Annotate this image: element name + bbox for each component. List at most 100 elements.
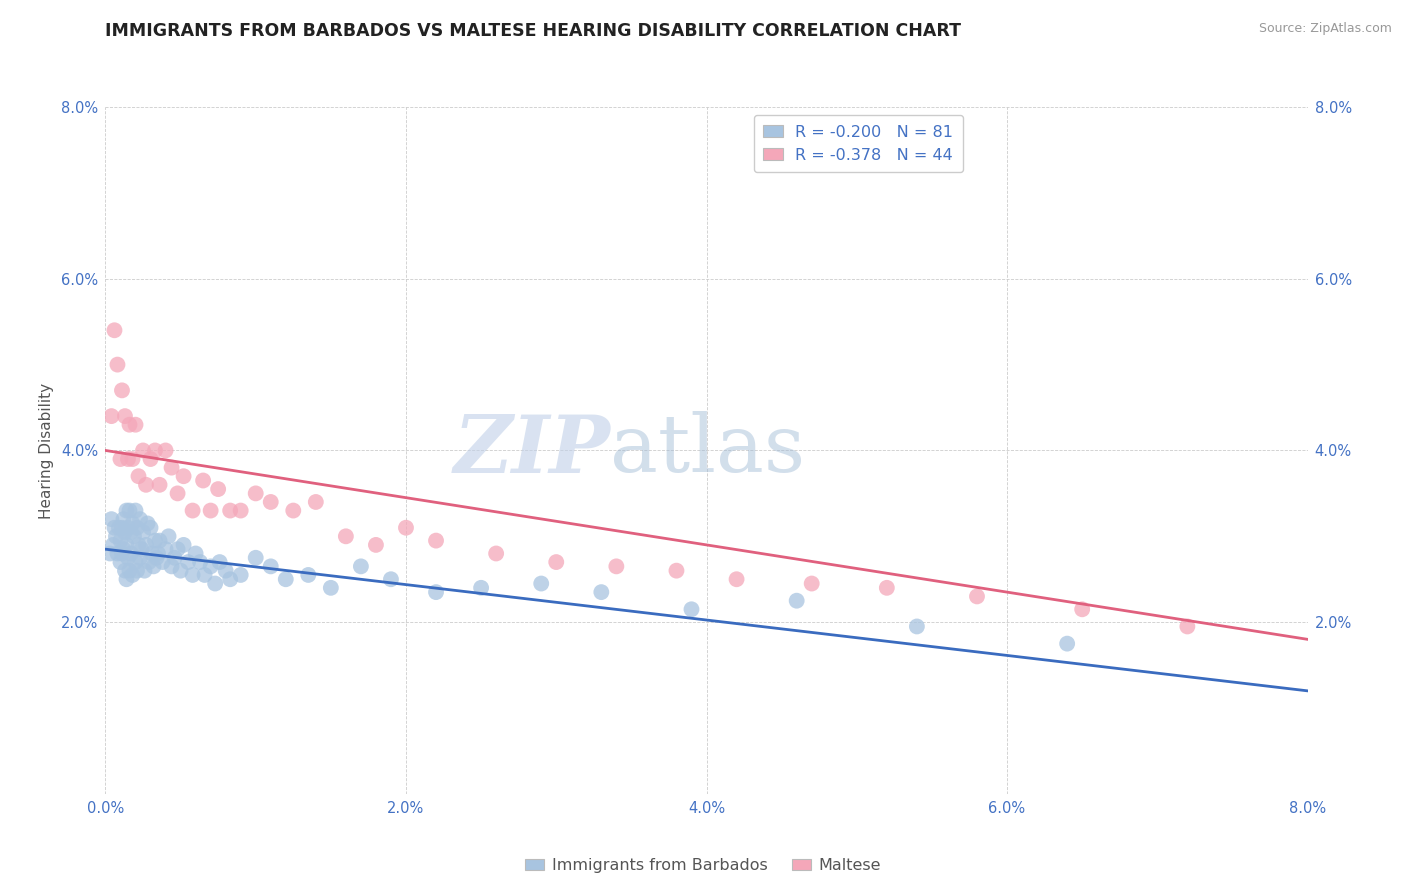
Text: Source: ZipAtlas.com: Source: ZipAtlas.com	[1258, 22, 1392, 36]
Point	[103, 323, 125, 337]
Point	[229, 503, 252, 517]
Point	[111, 384, 134, 398]
Point	[139, 452, 162, 467]
Point	[160, 559, 183, 574]
Point	[470, 581, 492, 595]
Point	[104, 529, 127, 543]
Point	[181, 568, 204, 582]
Point	[305, 495, 328, 509]
Point	[118, 503, 141, 517]
Point	[120, 546, 142, 561]
Point	[800, 576, 823, 591]
Point	[121, 452, 143, 467]
Point	[335, 529, 357, 543]
Point	[98, 546, 121, 561]
Point	[297, 568, 319, 582]
Point	[118, 564, 141, 578]
Point	[219, 503, 242, 517]
Point	[665, 564, 688, 578]
Point	[141, 546, 163, 561]
Point	[245, 550, 267, 565]
Point	[229, 568, 252, 582]
Point	[380, 572, 402, 586]
Point	[1056, 637, 1078, 651]
Point	[100, 512, 122, 526]
Point	[194, 568, 217, 582]
Point	[135, 538, 157, 552]
Point	[121, 516, 143, 531]
Point	[1071, 602, 1094, 616]
Point	[124, 417, 146, 432]
Point	[148, 478, 170, 492]
Point	[131, 542, 153, 557]
Point	[184, 546, 207, 561]
Point	[125, 521, 148, 535]
Point	[121, 568, 143, 582]
Point	[107, 358, 129, 372]
Point	[163, 550, 186, 565]
Point	[115, 572, 138, 586]
Point	[173, 469, 195, 483]
Point	[166, 486, 188, 500]
Point	[208, 555, 231, 569]
Point	[1175, 619, 1198, 633]
Point	[605, 559, 627, 574]
Point	[591, 585, 613, 599]
Point	[110, 533, 132, 548]
Point	[155, 542, 177, 557]
Point	[110, 555, 132, 569]
Point	[204, 576, 226, 591]
Point	[115, 503, 138, 517]
Point	[905, 619, 928, 633]
Point	[364, 538, 387, 552]
Point	[160, 460, 183, 475]
Point	[786, 593, 808, 607]
Point	[132, 524, 155, 539]
Point	[132, 443, 155, 458]
Point	[219, 572, 242, 586]
Point	[485, 546, 508, 561]
Point	[129, 512, 152, 526]
Point	[173, 538, 195, 552]
Point	[122, 529, 145, 543]
Point	[152, 555, 174, 569]
Point	[546, 555, 568, 569]
Point	[725, 572, 748, 586]
Point	[681, 602, 703, 616]
Point	[107, 546, 129, 561]
Point	[134, 564, 156, 578]
Point	[117, 550, 139, 565]
Point	[143, 533, 166, 548]
Point	[124, 555, 146, 569]
Point	[157, 529, 180, 543]
Point	[191, 474, 214, 488]
Point	[103, 521, 125, 535]
Point	[100, 409, 122, 424]
Legend: Immigrants from Barbados, Maltese: Immigrants from Barbados, Maltese	[519, 852, 887, 880]
Point	[207, 482, 229, 496]
Point	[112, 542, 135, 557]
Point	[395, 521, 418, 535]
Point	[118, 417, 141, 432]
Point	[148, 533, 170, 548]
Point	[120, 524, 142, 539]
Legend: R = -0.200   N = 81, R = -0.378   N = 44: R = -0.200 N = 81, R = -0.378 N = 44	[754, 115, 963, 172]
Point	[139, 521, 162, 535]
Point	[114, 524, 136, 539]
Point	[200, 503, 222, 517]
Point	[283, 503, 305, 517]
Point	[177, 555, 200, 569]
Point	[111, 521, 134, 535]
Point	[111, 546, 134, 561]
Y-axis label: Hearing Disability: Hearing Disability	[39, 383, 55, 518]
Point	[125, 564, 148, 578]
Point	[145, 550, 167, 565]
Point	[245, 486, 267, 500]
Text: atlas: atlas	[610, 411, 806, 490]
Point	[200, 559, 222, 574]
Point	[114, 564, 136, 578]
Point	[128, 469, 150, 483]
Point	[155, 443, 177, 458]
Point	[129, 550, 152, 565]
Point	[114, 409, 136, 424]
